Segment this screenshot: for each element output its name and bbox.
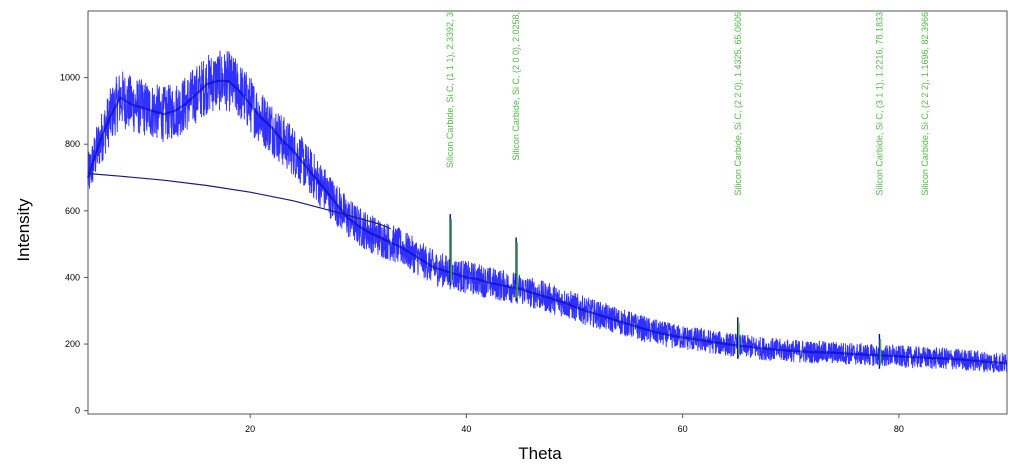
- x-tick-label: 20: [245, 424, 255, 434]
- x-tick-label: 40: [461, 424, 471, 434]
- y-tick-label: 0: [75, 406, 80, 416]
- x-tick-label: 80: [894, 424, 904, 434]
- diffraction-pattern: [86, 50, 1008, 373]
- y-tick-label: 1000: [60, 73, 80, 83]
- x-axis-title: Theta: [518, 444, 562, 463]
- x-tick-label: 60: [678, 424, 688, 434]
- y-tick-label: 400: [65, 272, 80, 282]
- y-axis: 0 200 400 600 800 1000: [60, 73, 88, 416]
- y-tick-label: 800: [65, 139, 80, 149]
- peak-label: Silicon Carbide, Si C, (1 1 1), 2.3392, …: [445, 12, 455, 168]
- pattern-trace: [87, 50, 1008, 373]
- x-axis: 20 40 60 80: [245, 414, 904, 434]
- peak-label: Silicon Carbide, Si C, (2 2 2), 1.1696, …: [920, 12, 930, 196]
- pattern-core: [86, 79, 1008, 365]
- peak-label: Silicon Carbide, Si C, (3 1 1), 1.2216, …: [874, 12, 884, 196]
- peak-label: Silicon Carbide, Si C, (2 0 0), 2.0258,: [511, 12, 521, 161]
- peak-label: Silicon Carbide, Si C, (2 2 0), 1.4325, …: [733, 12, 743, 196]
- peak-markers: [449, 214, 882, 369]
- background-curve: [87, 172, 391, 230]
- y-tick-label: 600: [65, 206, 80, 216]
- y-axis-title: Intensity: [14, 198, 33, 262]
- peak-labels: Silicon Carbide, Si C, (1 1 1), 2.3392, …: [445, 12, 930, 196]
- y-tick-label: 200: [65, 339, 80, 349]
